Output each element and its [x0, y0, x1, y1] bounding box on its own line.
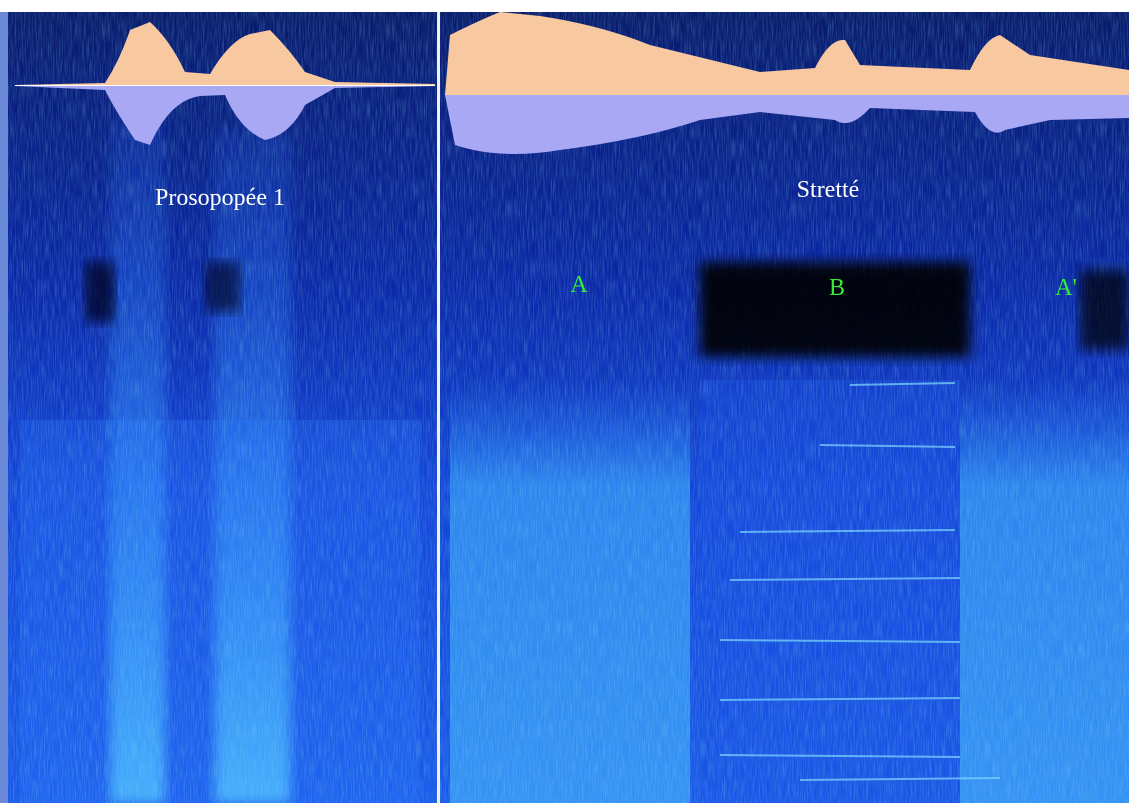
section-label: A: [570, 272, 588, 298]
border: [0, 12, 8, 803]
spectrogram-view: Prosopopée 1 Stretté A B A': [0, 0, 1129, 803]
section-label: A': [1055, 275, 1077, 301]
panel-title: Prosopopée 1: [155, 185, 285, 211]
panel-left: Prosopopée 1: [8, 12, 437, 803]
panel-title: Stretté: [797, 177, 860, 203]
section-label: B: [829, 275, 845, 301]
divider: [437, 12, 440, 803]
panel-right: Stretté A B A': [440, 12, 1129, 803]
